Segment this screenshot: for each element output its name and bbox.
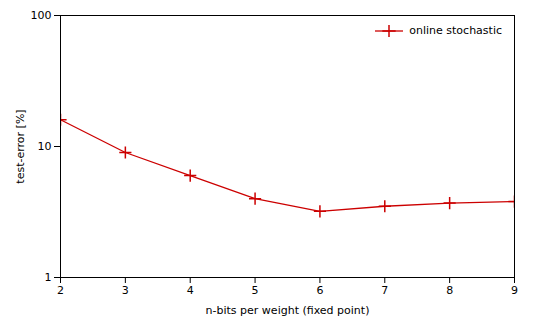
- svg-text:8: 8: [446, 284, 453, 297]
- svg-text:100: 100: [31, 9, 52, 22]
- svg-text:5: 5: [252, 284, 259, 297]
- svg-text:n-bits per weight (fixed point: n-bits per weight (fixed point): [206, 304, 370, 317]
- svg-text:6: 6: [316, 284, 323, 297]
- svg-text:7: 7: [381, 284, 388, 297]
- svg-text:test-error [%]: test-error [%]: [14, 109, 27, 183]
- html-text:online stochastic: online stochastic: [409, 24, 502, 37]
- svg-text:9: 9: [511, 284, 518, 297]
- svg-text:1: 1: [45, 271, 52, 284]
- svg-text:2: 2: [57, 284, 64, 297]
- svg-text:4: 4: [187, 284, 194, 297]
- svg-text:3: 3: [122, 284, 129, 297]
- svg-text:10: 10: [38, 140, 52, 153]
